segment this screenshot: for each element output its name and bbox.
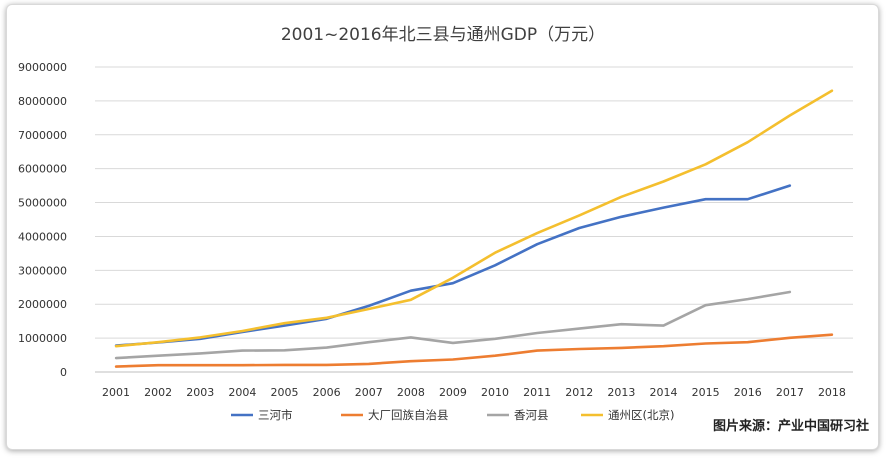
x-tick-label: 2007 bbox=[355, 386, 383, 399]
x-tick-label: 2015 bbox=[692, 386, 720, 399]
y-tick-label: 9000000 bbox=[18, 61, 67, 74]
y-tick-label: 5000000 bbox=[18, 197, 67, 210]
x-tick-label: 2013 bbox=[607, 386, 635, 399]
y-tick-label: 6000000 bbox=[18, 163, 67, 176]
y-tick-label: 2000000 bbox=[18, 298, 67, 311]
legend-label: 三河市 bbox=[258, 408, 293, 422]
x-tick-label: 2005 bbox=[271, 386, 299, 399]
legend-label: 通州区(北京) bbox=[608, 408, 674, 422]
y-tick-label: 8000000 bbox=[18, 95, 67, 108]
x-tick-label: 2001 bbox=[102, 386, 130, 399]
chart-svg: 2001~2016年北三县与通州GDP（万元） 0 1000000 2000000 3… bbox=[18, 25, 869, 434]
x-tick-label: 2004 bbox=[228, 386, 256, 399]
y-tick-label: 7000000 bbox=[18, 129, 67, 142]
chart-title: 2001~2016年北三县与通州GDP（万元） bbox=[281, 25, 605, 45]
series-line bbox=[114, 333, 834, 368]
y-tick-label: 0 bbox=[60, 366, 67, 379]
series-lines bbox=[114, 89, 834, 368]
x-axis-ticks: 2001 2002 2003 2004 2005 2006 2007 2008 2009 2010… bbox=[102, 386, 846, 399]
gridlines bbox=[95, 66, 853, 373]
x-tick-label: 2006 bbox=[313, 386, 341, 399]
legend: 三河市 大厂回族自治县 香河县 通州区(北京) bbox=[231, 408, 674, 422]
legend-label: 香河县 bbox=[514, 408, 549, 422]
x-tick-label: 2008 bbox=[397, 386, 425, 399]
x-tick-label: 2012 bbox=[565, 386, 593, 399]
y-tick-label: 4000000 bbox=[18, 230, 67, 243]
x-tick-label: 2017 bbox=[776, 386, 804, 399]
source-note: 图片来源：产业中国研习社 bbox=[713, 418, 869, 434]
series-line bbox=[114, 290, 792, 360]
x-tick-label: 2010 bbox=[481, 386, 509, 399]
x-tick-label: 2009 bbox=[439, 386, 467, 399]
x-tick-label: 2011 bbox=[523, 386, 551, 399]
x-tick-label: 2014 bbox=[650, 386, 678, 399]
series-line bbox=[114, 89, 834, 348]
x-tick-label: 2002 bbox=[144, 386, 172, 399]
y-axis-ticks: 0 1000000 2000000 3000000 4000000 5000000 6000… bbox=[18, 61, 67, 379]
x-tick-label: 2003 bbox=[186, 386, 214, 399]
x-tick-label: 2016 bbox=[734, 386, 762, 399]
y-tick-label: 1000000 bbox=[18, 332, 67, 345]
legend-label: 大厂回族自治县 bbox=[368, 408, 449, 422]
chart-frame: 2001~2016年北三县与通州GDP（万元） 0 1000000 2000000 3… bbox=[6, 4, 879, 450]
x-tick-label: 2018 bbox=[818, 386, 846, 399]
y-tick-label: 3000000 bbox=[18, 264, 67, 277]
series-line bbox=[114, 184, 792, 347]
